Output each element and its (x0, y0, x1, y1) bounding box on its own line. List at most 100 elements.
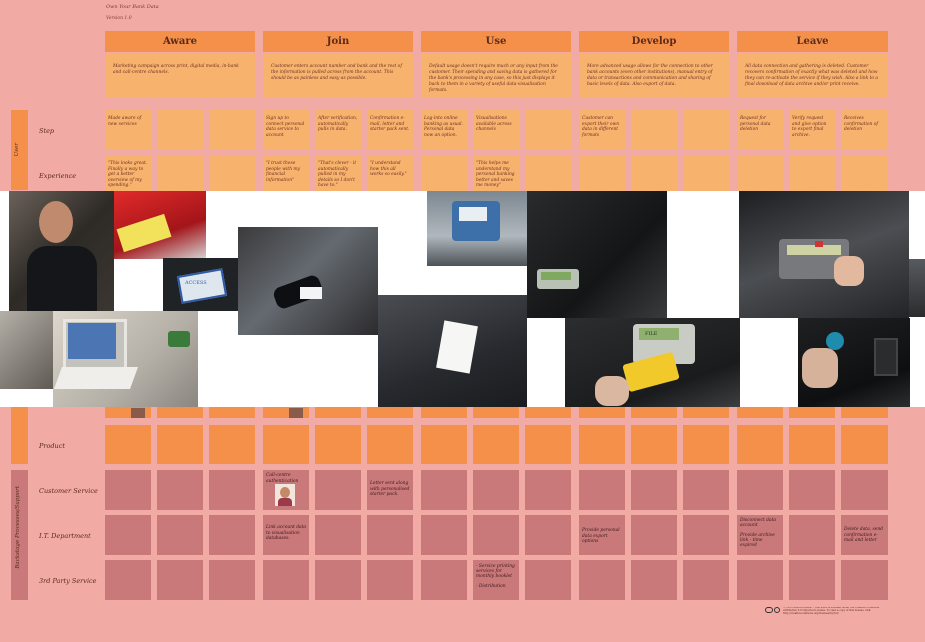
exp-cell (631, 155, 677, 191)
it-cell (209, 515, 255, 555)
product-top-cell (789, 407, 835, 418)
row-label-customer-service: Customer Service (39, 487, 98, 495)
tp-cell (105, 560, 151, 600)
step-join-1: Sign up to connect personal data service… (263, 110, 309, 149)
product-top-cell (525, 407, 571, 418)
photo-car-dashboard (739, 191, 909, 318)
step-join-3: Confirmation e-mail, letter and starter … (367, 110, 413, 149)
sidebar-product (11, 407, 28, 464)
step-cell (631, 110, 677, 149)
cs-cell (421, 470, 467, 510)
tp-cell (315, 560, 361, 600)
exp-cell (525, 155, 571, 191)
product-cell (525, 425, 571, 464)
step-leave-2: Verify request and give option to export… (789, 110, 835, 149)
tp-cell (263, 560, 309, 600)
product-top-cell (105, 407, 151, 418)
photo-key-fob (798, 318, 910, 407)
license-footer: © 2013 Simon Hudson - This work is licen… (783, 607, 880, 615)
version-label: Version 1.0 (106, 16, 132, 21)
product-top-cell (683, 407, 729, 418)
cc-license-icon (765, 607, 773, 613)
cs-cell (737, 470, 783, 510)
cs-join-1: Call-centre authentication (263, 470, 309, 510)
cs-cell (841, 470, 888, 510)
tp-cell (579, 560, 625, 600)
tp-cell (421, 560, 467, 600)
photo-driver-terminal (527, 191, 667, 318)
exp-aware-1: "This looks great. Finally a way to get … (105, 155, 151, 191)
cs-join-3: Letter sent along with personalised star… (367, 470, 413, 510)
product-top-cell (579, 407, 625, 418)
product-cell (367, 425, 413, 464)
photo-parking-meter (427, 191, 527, 266)
cs-cell (157, 470, 203, 510)
it-join-1: Link account data to visualisation datab… (263, 515, 309, 555)
lcd-text: FILE (645, 331, 658, 337)
step-join-2: After verification, automatically pulls … (315, 110, 361, 149)
phase-develop-title: Develop (579, 31, 729, 52)
phase-aware-desc: Marketing campaign across print, digital… (105, 53, 255, 97)
product-cell (473, 425, 519, 464)
photo-card-windscreen (238, 227, 378, 335)
photo-man-phone (9, 191, 114, 311)
cs-cell (209, 470, 255, 510)
product-cell (737, 425, 783, 464)
product-cell (157, 425, 203, 464)
exp-cell (841, 155, 888, 191)
tp-cell (683, 560, 729, 600)
product-cell (841, 425, 888, 464)
product-top-cell (209, 407, 255, 418)
row-label-third-party: 3rd Party Service (39, 577, 97, 585)
cs-cell (315, 470, 361, 510)
product-cell (631, 425, 677, 464)
photo-red-car (114, 191, 206, 259)
it-cell (105, 515, 151, 555)
tp-cell (737, 560, 783, 600)
row-label-experience: Experience (39, 172, 77, 180)
photo-edge-gauge (909, 259, 925, 317)
product-top-cell (737, 407, 783, 418)
tp-cell (367, 560, 413, 600)
cs-cell (789, 470, 835, 510)
subtitle: Own Your Bank Data (106, 4, 159, 10)
product-cell (683, 425, 729, 464)
product-cell (315, 425, 361, 464)
it-develop-1: Provide personal data export options (579, 515, 625, 555)
phase-aware-title: Aware (105, 31, 255, 52)
exp-use-1: "This helps me understand my personal ba… (473, 155, 519, 191)
phase-join-desc: Customer enters account number and bank … (263, 53, 413, 97)
photo-access-card: ACCESS (163, 258, 239, 311)
step-use-1: Log-into online banking as usual. Person… (421, 110, 467, 149)
step-leave-3: Receives confirmation of deletion (841, 110, 888, 149)
it-cell (367, 515, 413, 555)
cs-cell (579, 470, 625, 510)
by-license-icon (774, 607, 780, 613)
it-cell (789, 515, 835, 555)
phase-leave-desc: All data connection and gathering is del… (737, 53, 888, 97)
backstage-sidebar: Backstage Processes/Support (11, 470, 28, 600)
exp-cell (683, 155, 729, 191)
step-cell (157, 110, 203, 149)
user-label: User (14, 143, 20, 157)
exp-cell (737, 155, 783, 191)
phase-develop-desc: More advanced usage allows for the conne… (579, 53, 729, 97)
it-leave-1: Disconnect data account Provide archive … (737, 515, 783, 555)
photo-laptop (53, 311, 198, 407)
exp-join-2: "That's clever - it automatically pulled… (315, 155, 361, 191)
it-cell (683, 515, 729, 555)
exp-cell (157, 155, 203, 191)
phase-use-desc: Default usage doesn't require much or an… (421, 53, 571, 97)
product-cell (579, 425, 625, 464)
exp-cell (579, 155, 625, 191)
product-cell (421, 425, 467, 464)
step-aware-1: Made aware of new services (105, 110, 151, 149)
step-cell (525, 110, 571, 149)
exp-cell (789, 155, 835, 191)
product-top-cell (315, 407, 361, 418)
step-leave-1: Request for personal data deletion (737, 110, 783, 149)
product-cell (105, 425, 151, 464)
photo-card-reader: FILE (565, 318, 740, 407)
tp-cell (841, 560, 888, 600)
it-cell (473, 515, 519, 555)
